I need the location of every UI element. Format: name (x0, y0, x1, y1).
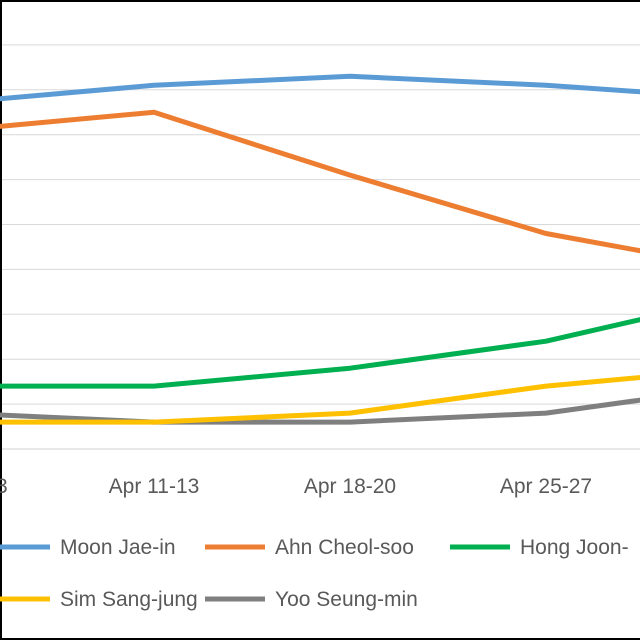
x-tick-label: Apr 18-20 (304, 475, 396, 498)
legend-label: Yoo Seung-min (275, 588, 418, 611)
legend-item-yoo[interactable]: Yoo Seung-min (205, 588, 418, 611)
legend-label: Sim Sang-jung (60, 588, 198, 611)
x-axis-tick-labels: 3 Apr 11-13 Apr 18-20 Apr 25-27 (0, 475, 592, 498)
series-lines (0, 73, 640, 425)
gridlines (2, 44, 640, 450)
legend-item-sim[interactable]: Sim Sang-jung (0, 588, 198, 611)
legend-item-moon[interactable]: Moon Jae-in (0, 536, 176, 559)
legend-label: Ahn Cheol-soo (275, 536, 414, 559)
legend-label: Moon Jae-in (60, 536, 176, 559)
series-line-hong-joon (0, 317, 640, 389)
series-line-moon-jae-in (0, 73, 640, 102)
series-line-ahn-cheol-soo (0, 109, 640, 254)
series-line-yoo-seung-min (0, 397, 640, 425)
x-tick-label: 3 (0, 475, 8, 498)
legend-item-ahn[interactable]: Ahn Cheol-soo (205, 536, 414, 559)
legend-item-hong[interactable]: Hong Joon- (450, 536, 629, 559)
legend: Moon Jae-in Ahn Cheol-soo Hong Joon- Sim… (0, 536, 629, 611)
legend-label: Hong Joon- (520, 536, 629, 559)
x-tick-label: Apr 11-13 (109, 475, 200, 498)
series-line-sim-sang-jung (0, 375, 640, 425)
x-tick-label: Apr 25-27 (500, 475, 592, 498)
